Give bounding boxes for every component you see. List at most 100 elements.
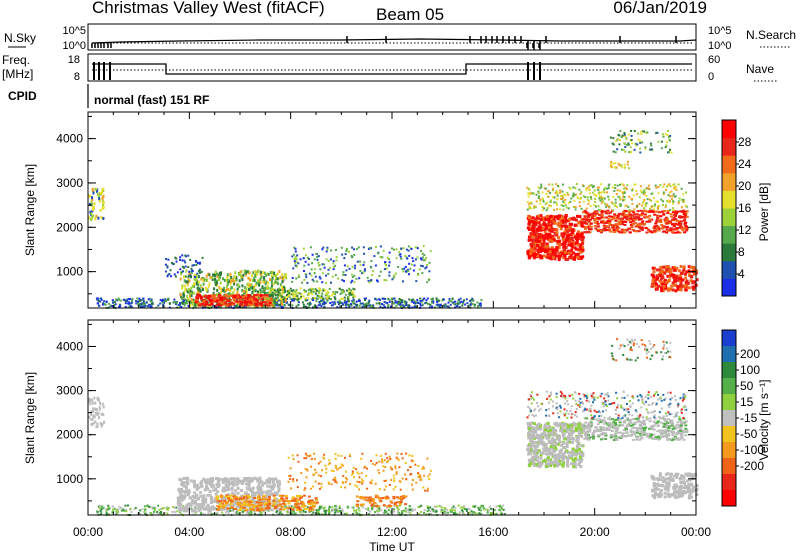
power-dot [320, 295, 323, 298]
power-dot [430, 301, 433, 304]
power-dot [332, 292, 335, 295]
velocity-dot [151, 506, 154, 509]
power-dot [235, 297, 239, 300]
velocity-dot [287, 505, 290, 508]
power-dot [550, 246, 554, 250]
velocity-dot [272, 494, 276, 497]
power-dot [170, 275, 173, 278]
power-dot [216, 300, 220, 303]
power-dot [262, 280, 265, 284]
power-dot [185, 269, 188, 273]
velocity-dot [246, 504, 250, 508]
nsky-label: N.Sky [4, 31, 36, 45]
power-dot [207, 272, 210, 276]
power-dot [211, 277, 214, 281]
power-dot [569, 237, 573, 241]
power-dot [302, 257, 305, 260]
power-dot [534, 234, 538, 238]
power-dot [332, 266, 335, 269]
power-dot [386, 302, 389, 305]
power-dot [329, 258, 332, 261]
power-dot [305, 290, 307, 293]
power-dot [195, 276, 198, 280]
power-dot [353, 274, 356, 277]
power-dot [613, 166, 616, 169]
power-dot [447, 301, 450, 304]
power-dot [639, 151, 642, 154]
velocity-dot [160, 507, 162, 510]
power-dot [628, 167, 631, 170]
power-dot [242, 305, 245, 308]
power-dot [423, 259, 426, 262]
power-dot [579, 255, 583, 259]
power-dot [224, 298, 228, 300]
power-dot [559, 227, 563, 231]
power-dot [404, 254, 407, 257]
velocity-dot [235, 483, 239, 487]
power-dot [607, 184, 610, 187]
power-dot [615, 226, 619, 229]
power-dot [681, 270, 685, 274]
power-dot [276, 272, 279, 276]
power-dot [297, 301, 300, 304]
power-dot [672, 223, 676, 226]
power-dot [346, 265, 349, 268]
power-dot [606, 191, 608, 194]
velocity-dot [252, 500, 256, 504]
velocity-dot [243, 500, 247, 503]
velocity-dot [101, 505, 104, 508]
power-dot [656, 216, 660, 219]
power-dot [403, 267, 406, 270]
velocity-dot [210, 499, 214, 503]
power-dot [294, 247, 297, 250]
power-dot [195, 301, 198, 304]
power-dot [678, 231, 682, 234]
power-dot [199, 261, 201, 264]
power-dot [557, 258, 561, 262]
power-dot [240, 304, 244, 307]
power-dot [286, 290, 289, 293]
power-dot [275, 281, 278, 284]
power-dot [543, 229, 547, 233]
power-dot [383, 301, 386, 303]
power-dot [364, 268, 366, 271]
power-dot [292, 253, 295, 256]
velocity-dot [204, 500, 208, 504]
power-dot [541, 226, 545, 230]
velocity-dot [197, 497, 201, 501]
power-dot [97, 194, 100, 198]
power-dot [202, 279, 205, 283]
velocity-dot [231, 504, 235, 508]
velocity-dot [122, 508, 125, 511]
power-dot [222, 301, 226, 304]
power-dot [311, 288, 314, 291]
power-dot [575, 183, 578, 185]
power-dot [167, 297, 170, 300]
power-dot [533, 205, 536, 208]
power-dot [620, 166, 623, 169]
power-dot [550, 227, 554, 231]
velocity-dot [396, 507, 399, 510]
velocity-dot [183, 494, 187, 498]
power-dot [534, 253, 538, 256]
power-dot [592, 211, 596, 214]
power-dot [226, 295, 230, 298]
power-dot [414, 302, 417, 305]
power-dot [99, 300, 102, 303]
power-dot [603, 191, 606, 194]
power-dot [395, 301, 398, 304]
power-colorbar-swatch [722, 225, 736, 244]
power-dot [248, 302, 252, 305]
power-dot [209, 300, 212, 304]
power-dot [365, 302, 368, 305]
power-dot [125, 306, 128, 309]
power-dot [367, 279, 370, 282]
velocity-dot [444, 512, 447, 515]
power-dot [657, 226, 660, 229]
power-dot [662, 200, 664, 203]
power-dot [653, 213, 657, 216]
power-dot [579, 250, 583, 254]
velocity-dot [96, 513, 99, 516]
power-dot [310, 274, 313, 277]
plot-title: Christmas Valley West (fitACF) [92, 0, 325, 17]
